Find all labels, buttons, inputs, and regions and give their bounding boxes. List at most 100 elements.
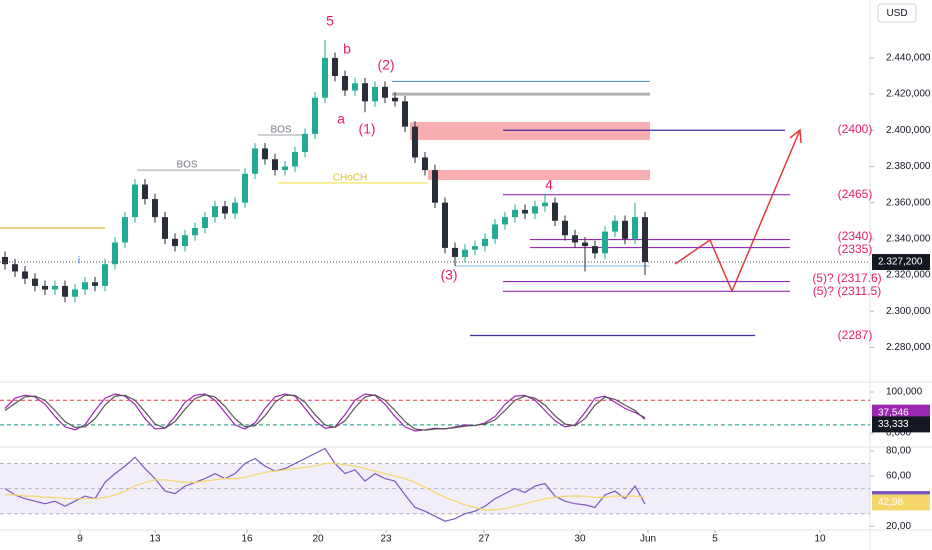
y-tick-label: 20,00 [886,521,911,532]
candle-body [352,83,358,91]
level-label: (2465) [838,187,873,201]
candle-body [192,228,198,236]
candle-body [182,235,188,247]
candle-body [132,184,138,218]
candle-body [462,249,468,257]
candle-body [402,101,408,127]
y-tick-label: 60,00 [886,471,911,482]
candle-body [42,285,48,290]
level-label: (5)? (2317.6) [812,271,881,285]
candle-body [152,199,158,218]
candle-body [372,86,378,102]
currency: USD [886,8,907,19]
y-tick-label: 80,00 [886,446,911,457]
indicator-line [4,394,646,431]
level-label: (2340) [838,229,873,243]
y-tick-label: 2.380,000 [886,161,931,172]
projection-path [674,129,801,293]
candle-body [622,220,628,239]
candle-body [172,238,178,247]
candle-body [312,97,318,134]
candle-body [222,206,228,214]
candle-body [332,57,338,76]
candle-body [522,209,528,214]
x-tick-label: 30 [574,534,586,545]
candle-body [242,173,248,203]
price-tag-label: 37,546 [878,407,909,418]
candle-body [482,238,488,247]
candle-body [492,224,498,239]
candle-body [92,282,98,286]
annotation: BOS [176,160,197,171]
candle-body [82,282,88,290]
x-tick-label: 9 [77,534,83,545]
price-tag-label: 42,98 [878,497,903,508]
level-label: (2400) [838,122,873,136]
candle-body [342,76,348,91]
candle-body [432,170,438,203]
candle-body [292,152,298,167]
candle-body [32,278,38,286]
y-tick-label: 2.320,000 [886,270,931,281]
level-label: (2287) [838,328,873,342]
price-tag [872,494,930,511]
candle-body [582,242,588,247]
candle-body [552,202,558,221]
candle-body [572,235,578,243]
candle-body [272,159,278,171]
price-tag [872,254,930,271]
y-tick-label: 2.280,000 [886,342,931,353]
y-tick-label: 2.360,000 [886,197,931,208]
candle-body [122,217,128,243]
candle-body [392,97,398,102]
projection-arrowhead [789,128,802,144]
level-label: (5)? (2311.5) [813,284,881,298]
x-tick-label: 10 [814,534,826,545]
annotation: (2) [377,57,394,73]
y-tick-label: 2.340,000 [886,233,931,244]
candle-body [542,202,548,207]
candle-body [62,285,68,297]
annotation: 4 [545,177,553,193]
y-tick-label: 2.400,000 [886,125,931,136]
candle-body [52,285,58,290]
candle-body [362,83,368,102]
candle-body [452,247,458,257]
annotation: 5 [326,13,334,29]
candle-body [262,148,268,160]
candle-body [12,264,18,272]
zone [410,121,650,141]
indicator-line [4,447,646,522]
x-tick-label: 23 [380,534,392,545]
candle-body [502,217,508,225]
candle-body [282,166,288,171]
annotation: (3) [440,267,457,283]
annotation: i [78,256,80,267]
candle-body [532,206,538,214]
x-tick-label: 20 [312,534,324,545]
candle-body [102,264,108,286]
candle-body [212,206,218,218]
candle-body [232,202,238,214]
y-tick-label: 2.300,000 [886,306,931,317]
y-tick-label: 2.440,000 [886,53,931,64]
candle-body [592,246,598,254]
candle-body [202,217,208,228]
annotation: CHoCH [333,173,367,184]
price-tag-label: 2.327,200 [878,257,923,268]
currency-box[interactable] [877,3,917,23]
candle-body [112,242,118,265]
candle-body [2,256,8,265]
candle-body [252,148,258,174]
candle-body [72,289,78,297]
zone [428,169,650,181]
candle-body [162,217,168,239]
candle-body [512,209,518,218]
candle-body [382,86,388,98]
candle-body [612,220,618,232]
candle-body [642,217,648,263]
x-tick-label: Jun [640,534,656,545]
candle-body [412,126,418,158]
